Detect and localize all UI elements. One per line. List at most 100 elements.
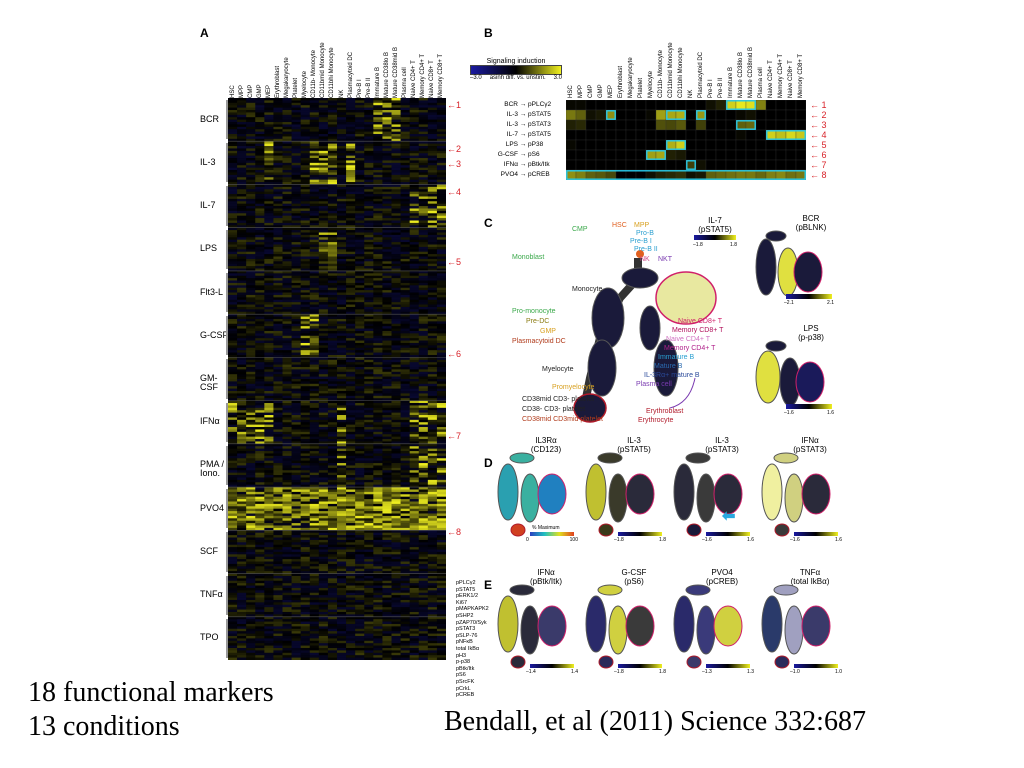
- heatmap-cell: [391, 215, 401, 219]
- heatmap-cell: [327, 465, 338, 469]
- heatmap-cell: [427, 299, 438, 303]
- heatmap-cell: [436, 124, 446, 128]
- heatmap-cell: [427, 374, 438, 377]
- heatmap-cell: [282, 177, 292, 180]
- heatmap-cell: [409, 112, 420, 116]
- heatmap-cell: [291, 167, 301, 171]
- heatmap-cell: [255, 410, 265, 413]
- heatmap-cell: [337, 489, 347, 493]
- heatmap-cell: [300, 352, 311, 356]
- heatmap-cell: [436, 434, 446, 437]
- heatmap-cell: [418, 148, 429, 152]
- heatmap-cell: [237, 342, 247, 346]
- heatmap-cell: [327, 100, 338, 104]
- heatmap-cell: [318, 340, 329, 344]
- heatmap-cell: [391, 158, 401, 161]
- heatmap-cell: [264, 208, 274, 212]
- heatmap-cell: [291, 249, 301, 253]
- heatmap-cell: [228, 239, 238, 243]
- heatmap-cell: [273, 148, 283, 152]
- heatmap-cell: [300, 230, 311, 233]
- heatmap-cell: [373, 266, 383, 269]
- heatmap-cell: [373, 354, 383, 358]
- heatmap-cell: [246, 436, 256, 440]
- heatmap-cell: [364, 129, 374, 132]
- heatmap-cell: [300, 508, 311, 512]
- heatmap-cell: [273, 119, 283, 123]
- heatmap-cell: [246, 249, 256, 253]
- heatmap-cell: [300, 225, 311, 228]
- heatmap-cell: [228, 249, 238, 253]
- heatmap-cell: [300, 270, 311, 274]
- heatmap-cell: [400, 463, 410, 466]
- heatmap-cell: [228, 167, 238, 171]
- heatmap-cell: [382, 470, 392, 473]
- heatmap-cell: [300, 290, 311, 293]
- heatmap-cell: [228, 592, 238, 596]
- heatmap-cell: [418, 352, 429, 356]
- heatmap-cell: [355, 316, 365, 320]
- heatmap-cell: [237, 530, 247, 534]
- heatmap-cell: [327, 535, 338, 538]
- heatmap-cell: [355, 107, 365, 111]
- heatmap-cell: [228, 138, 238, 142]
- heatmap-cell: [427, 559, 438, 562]
- heatmap-cell: [264, 124, 274, 128]
- heatmap-cell: [337, 571, 347, 574]
- heatmap-cell: [337, 342, 347, 346]
- heatmap-cell: [291, 333, 301, 337]
- heatmap-cell: [237, 441, 247, 445]
- heatmap-cell: [228, 446, 238, 449]
- heatmap-cell: [409, 165, 420, 168]
- heatmap-cell: [355, 551, 365, 555]
- heatmap-cell: [409, 244, 420, 248]
- heatmap-cell: [255, 340, 265, 344]
- heatmap-cell: [337, 326, 347, 329]
- heatmap-cell: [364, 246, 374, 250]
- heatmap-cell: [355, 309, 365, 313]
- heatmap-cell: [318, 345, 329, 349]
- heatmap-cell: [300, 542, 311, 546]
- heatmap-cell: [282, 508, 292, 512]
- heatmap-cell: [436, 242, 446, 245]
- heatmap-cell: [300, 328, 311, 332]
- heatmap-cell: [282, 203, 292, 207]
- heatmap-cell: [255, 282, 265, 286]
- heatmap-cell: [364, 405, 374, 409]
- heatmap-cell: [373, 155, 383, 159]
- heatmap-cell: [264, 160, 274, 164]
- heatmap-cell: [436, 321, 446, 325]
- heatmap-cell: [291, 407, 301, 411]
- heatmap-cell: [300, 314, 311, 317]
- heatmap-cell: [373, 117, 383, 120]
- heatmap-cell: [382, 427, 392, 430]
- heatmap-cell: [400, 309, 410, 313]
- condition-label: GM-CSF: [200, 373, 218, 392]
- heatmap-cell: [255, 465, 265, 469]
- heatmap-cell: [400, 306, 410, 310]
- heatmap-cell: [300, 110, 311, 113]
- heatmap-cell: [237, 134, 247, 137]
- heatmap-cell: [327, 172, 338, 176]
- heatmap-cell: [246, 153, 256, 156]
- heatmap-cell: [300, 141, 311, 144]
- heatmap-cell: [309, 491, 320, 495]
- heatmap-cell: [291, 350, 301, 353]
- heatmap-cell: [409, 143, 420, 147]
- heatmap-cell: [337, 475, 347, 478]
- heatmap-cell: [346, 162, 356, 166]
- heatmap-cell: [409, 376, 420, 380]
- heatmap-cell: [282, 186, 292, 190]
- heatmap-cell: [300, 477, 311, 481]
- heatmap-cell: [409, 304, 420, 308]
- heatmap-cell: [318, 544, 329, 548]
- heatmap-cell: [300, 232, 311, 236]
- heatmap-cell: [327, 299, 338, 303]
- heatmap-cell: [427, 316, 438, 320]
- heatmap-cell: [346, 114, 356, 118]
- heatmap-cell: [400, 436, 410, 440]
- heatmap-cell: [264, 129, 274, 132]
- heatmap-cell: [264, 237, 274, 240]
- heatmap-cell: [409, 292, 420, 296]
- heatmap-cell: [436, 179, 446, 183]
